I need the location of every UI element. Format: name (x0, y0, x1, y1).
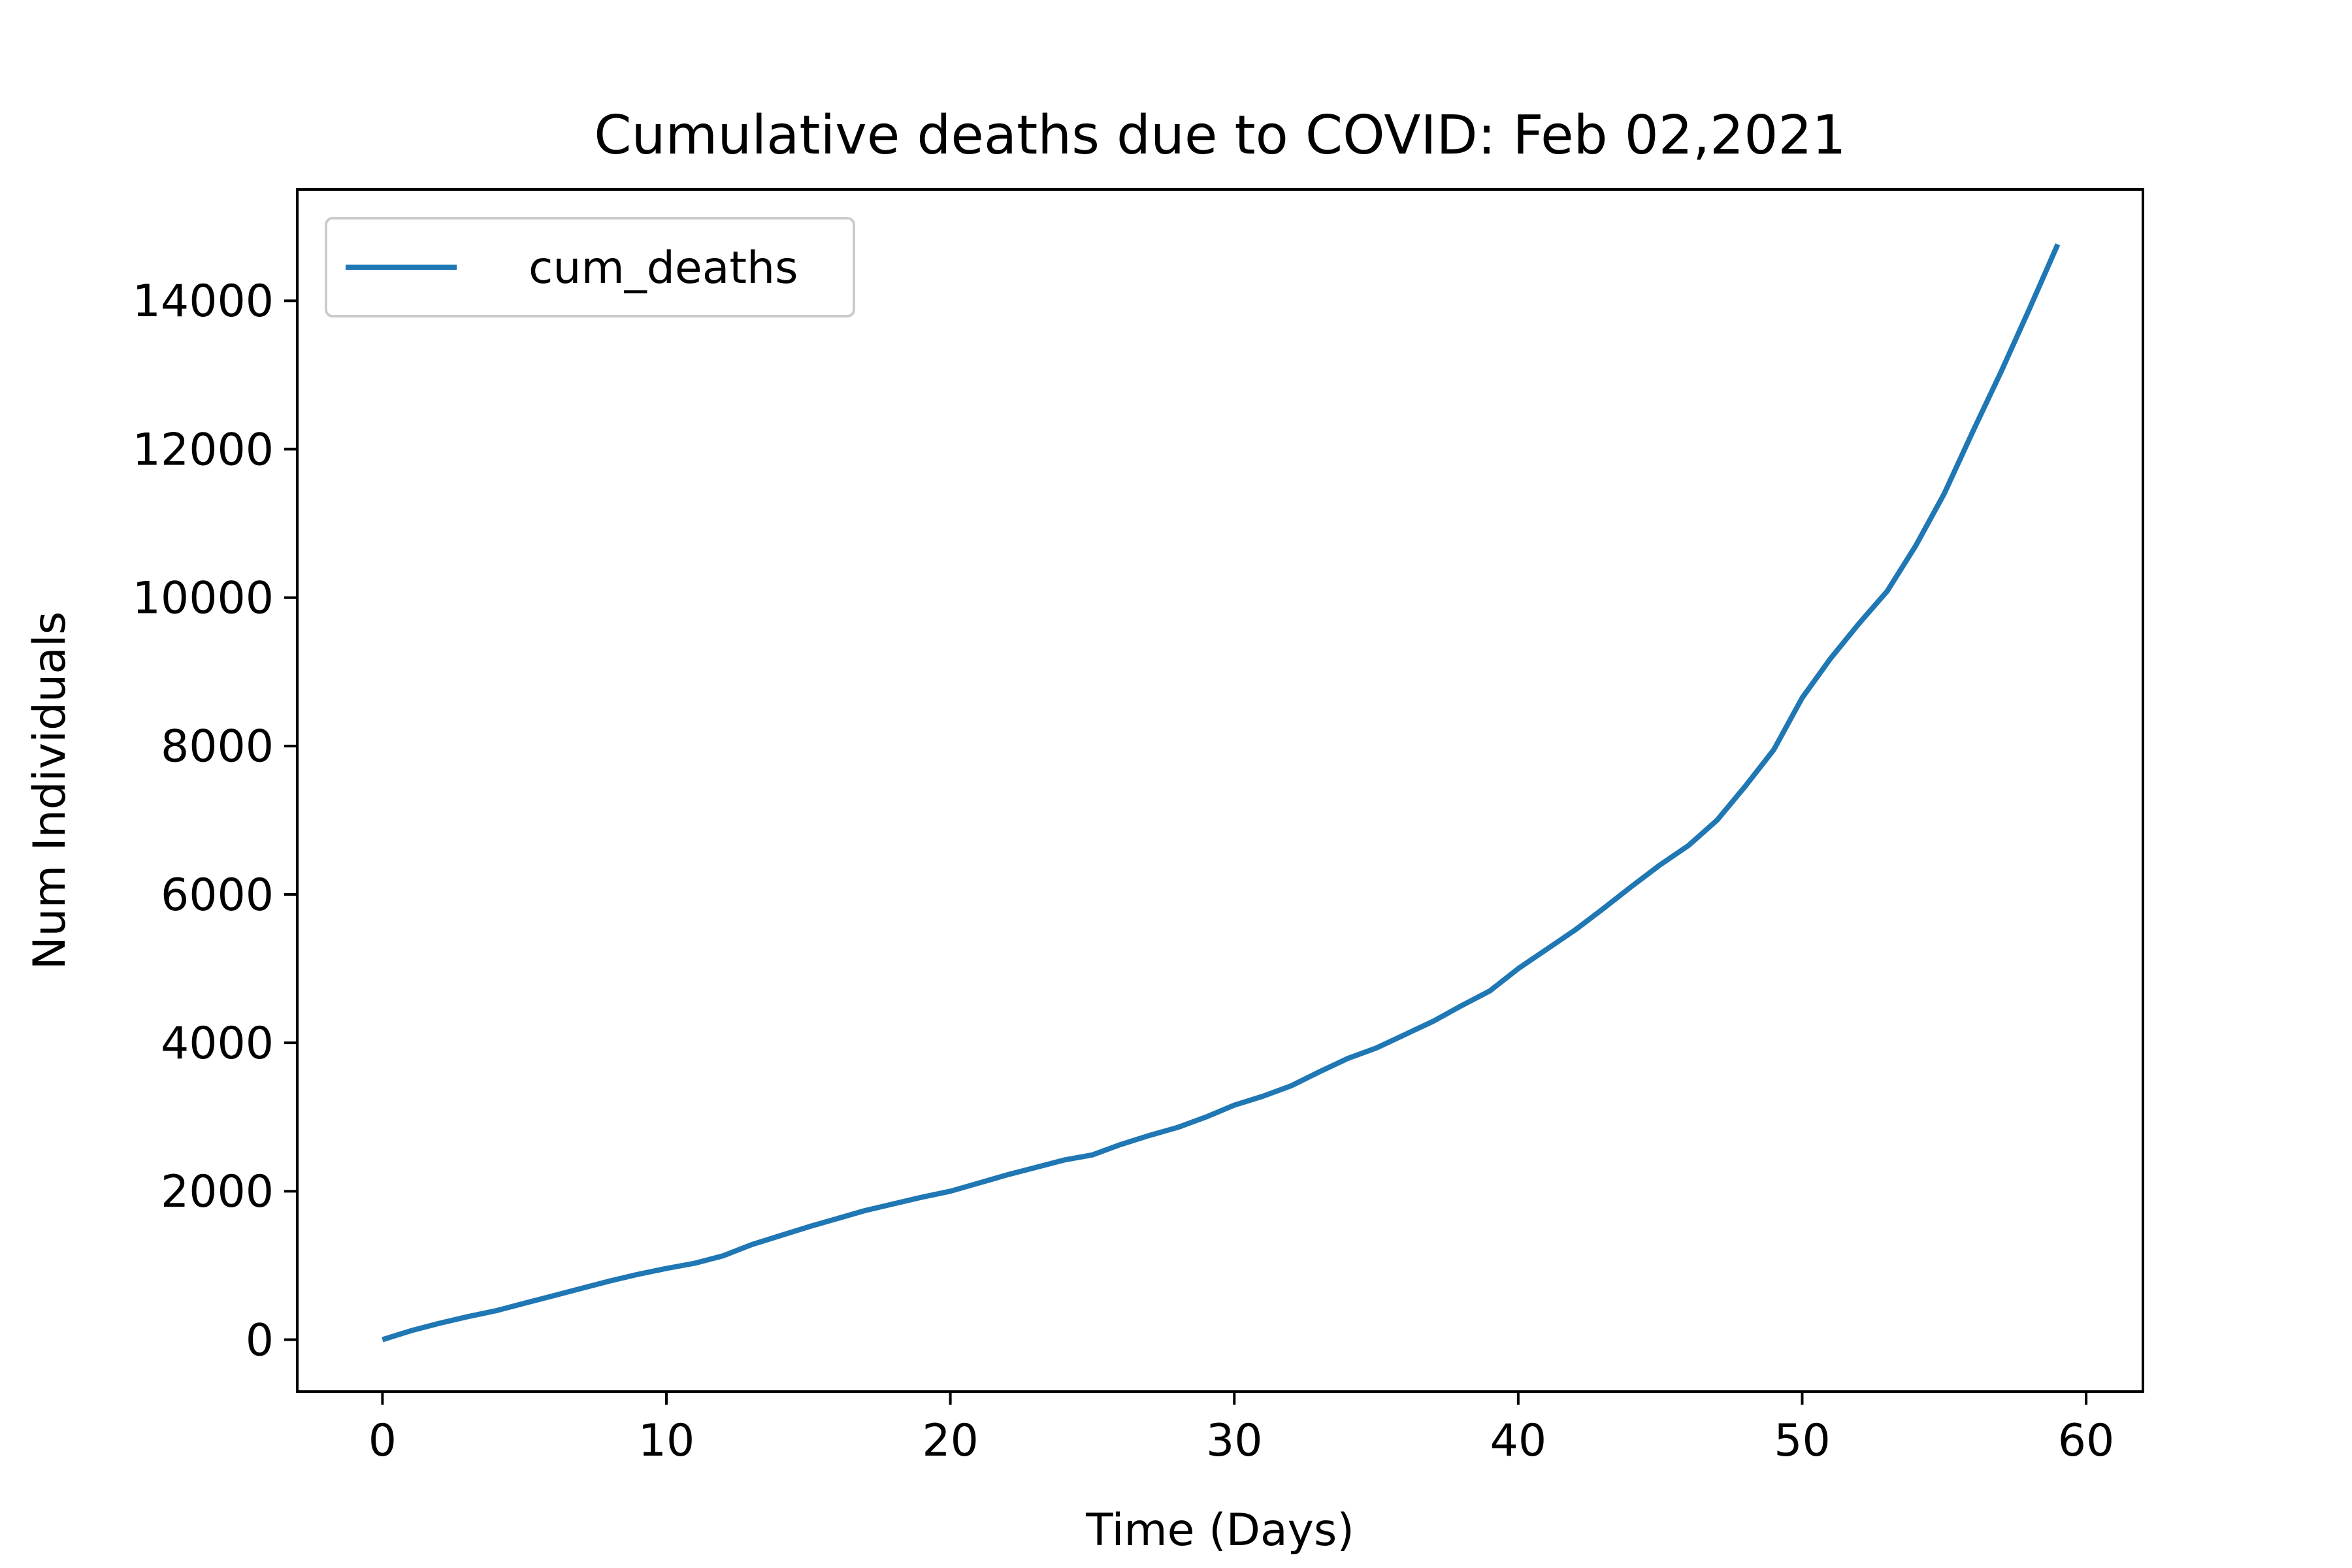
data-point (1913, 543, 1918, 548)
data-point (721, 1253, 726, 1258)
data-point (607, 1279, 612, 1284)
y-tick-label: 8000 (161, 721, 274, 773)
data-point (1090, 1152, 1095, 1158)
data-point (1374, 1045, 1379, 1051)
data-point (1942, 491, 1947, 497)
data-point (1601, 906, 1606, 911)
x-tick-label: 20 (922, 1415, 979, 1467)
data-point (1629, 884, 1635, 889)
data-point (749, 1242, 754, 1247)
legend-box (325, 217, 855, 318)
plot-area-frame (296, 188, 2144, 1393)
data-point (436, 1321, 442, 1326)
data-point (1459, 1003, 1464, 1008)
data-point (1232, 1103, 1237, 1108)
data-point (692, 1261, 697, 1266)
data-point (1317, 1069, 1322, 1074)
legend-label-cum-deaths: cum_deaths (529, 242, 798, 294)
data-point (862, 1208, 868, 1213)
y-tick-label: 2000 (161, 1166, 274, 1218)
legend: cum_deaths (325, 217, 855, 318)
y-tick-label: 6000 (161, 870, 274, 921)
data-point (1260, 1094, 1266, 1099)
data-point (1147, 1133, 1152, 1138)
data-point (948, 1188, 953, 1194)
data-point (1573, 928, 1578, 933)
series-line-cum-deaths (382, 243, 2061, 1343)
data-point (408, 1328, 414, 1333)
data-point (1430, 1019, 1435, 1024)
x-axis-ticks: 0 10 20 30 40 50 60 (368, 1392, 2115, 1467)
data-point (1999, 369, 2004, 374)
data-point (2055, 242, 2061, 247)
data-point (380, 1337, 385, 1342)
y-tick-label: 14000 (133, 276, 274, 327)
data-point (2027, 306, 2032, 312)
data-point (1487, 988, 1492, 994)
y-tick-label: 0 (246, 1315, 274, 1366)
data-point (976, 1181, 981, 1186)
data-point (1856, 621, 1861, 626)
x-tick-label: 10 (638, 1415, 695, 1467)
data-point (1061, 1158, 1066, 1163)
data-point (493, 1308, 498, 1313)
data-point (579, 1286, 584, 1291)
data-point (1005, 1172, 1010, 1177)
data-point (1402, 1032, 1407, 1037)
data-point (1288, 1083, 1294, 1088)
x-tick-label: 0 (368, 1415, 397, 1467)
data-point (1658, 862, 1663, 868)
data-point (1970, 429, 1975, 434)
data-point (1686, 843, 1691, 848)
data-point (1743, 783, 1748, 789)
y-axis-ticks: 0 2000 4000 6000 8000 10000 12000 14000 (133, 276, 297, 1366)
data-point (1345, 1056, 1350, 1061)
data-point (1203, 1115, 1209, 1120)
data-point (465, 1314, 470, 1319)
y-tick-label: 10000 (133, 572, 274, 624)
y-tick-label: 12000 (133, 424, 274, 476)
x-tick-label: 50 (1774, 1415, 1831, 1467)
data-point (1714, 817, 1720, 823)
y-axis-title: Num Individuals (24, 612, 76, 970)
data-point (1175, 1125, 1180, 1130)
chart-title: Cumulative deaths due to COVID: Feb 02,2… (594, 105, 1846, 167)
data-point (1771, 747, 1776, 753)
data-point (806, 1224, 811, 1230)
x-axis-title: Time (Days) (1085, 1505, 1354, 1556)
data-point (1544, 947, 1549, 952)
data-point (891, 1201, 896, 1207)
data-point (1799, 695, 1805, 700)
data-point (664, 1266, 669, 1271)
data-point (919, 1194, 924, 1200)
data-point (834, 1216, 840, 1221)
data-point (1885, 588, 1890, 593)
data-point (550, 1293, 555, 1298)
data-point (1118, 1142, 1123, 1147)
data-point (522, 1301, 527, 1306)
x-tick-label: 40 (1490, 1415, 1547, 1467)
data-point (636, 1272, 641, 1277)
data-point (777, 1233, 783, 1238)
x-tick-label: 30 (1206, 1415, 1263, 1467)
data-point (1516, 966, 1521, 972)
data-point (1828, 656, 1833, 661)
data-point (1033, 1165, 1038, 1170)
series-layer (380, 242, 2061, 1343)
x-tick-label: 60 (2058, 1415, 2115, 1467)
y-tick-label: 4000 (161, 1018, 274, 1070)
